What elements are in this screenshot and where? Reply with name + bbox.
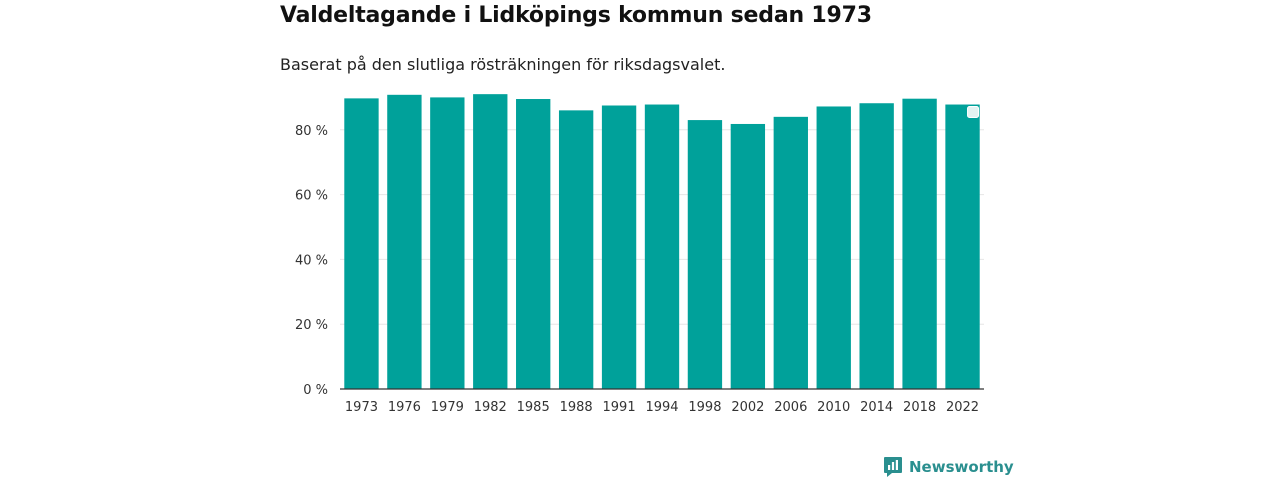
bar-2018 xyxy=(902,98,937,390)
y-tick-label: 60 % xyxy=(295,189,328,204)
bar-1979 xyxy=(430,97,465,390)
y-tick-label: 80 % xyxy=(295,124,328,139)
x-tick-label: 1988 xyxy=(560,400,593,415)
x-tick-label: 2006 xyxy=(774,400,807,415)
bar-1976 xyxy=(387,94,422,390)
bar-2006 xyxy=(773,116,808,389)
chart-title: Valdeltagande i Lidköpings kommun sedan … xyxy=(280,3,872,28)
y-tick-label: 20 % xyxy=(295,318,328,333)
x-axis-ticks: 1973 1976 1979 1982 1985 1988 1991 1994 1998 2002… xyxy=(345,400,979,415)
y-axis-ticks: 0 % 20 % 40 % 60 % 80 % xyxy=(295,124,328,398)
newsworthy-logo-icon xyxy=(884,457,902,477)
bar-1991 xyxy=(601,105,637,389)
x-tick-label: 2002 xyxy=(731,400,764,415)
x-tick-label: 1979 xyxy=(431,400,464,415)
x-tick-label: 2018 xyxy=(903,400,936,415)
brand-logo[interactable]: Newsworthy xyxy=(883,456,1014,478)
x-tick-label: 2014 xyxy=(860,400,893,415)
y-tick-label: 0 % xyxy=(303,383,328,398)
x-tick-label: 2022 xyxy=(946,400,979,415)
x-tick-label: 1991 xyxy=(603,400,636,415)
x-tick-label: 2010 xyxy=(817,400,850,415)
chart-subtitle: Baserat på den slutliga rösträkningen fö… xyxy=(280,55,726,74)
chart-menu-button[interactable] xyxy=(967,106,980,119)
bar-1994 xyxy=(644,104,680,389)
x-tick-label: 1982 xyxy=(474,400,507,415)
y-tick-label: 40 % xyxy=(295,253,328,268)
bars xyxy=(344,94,980,390)
x-tick-label: 1998 xyxy=(688,400,721,415)
bar-1985 xyxy=(516,99,551,390)
bar-1973 xyxy=(344,98,379,389)
bar-1988 xyxy=(558,110,594,390)
bar-2022 xyxy=(945,104,980,389)
x-tick-label: 1976 xyxy=(388,400,421,415)
x-tick-label: 1994 xyxy=(645,400,678,415)
x-tick-label: 1985 xyxy=(517,400,550,415)
bar-2010 xyxy=(816,106,851,390)
brand-name: Newsworthy xyxy=(909,458,1014,476)
bar-2002 xyxy=(730,123,766,389)
x-tick-label: 1973 xyxy=(345,400,378,415)
bar-2014 xyxy=(859,103,894,390)
bar-1982 xyxy=(473,94,508,389)
bar-1998 xyxy=(687,120,723,389)
